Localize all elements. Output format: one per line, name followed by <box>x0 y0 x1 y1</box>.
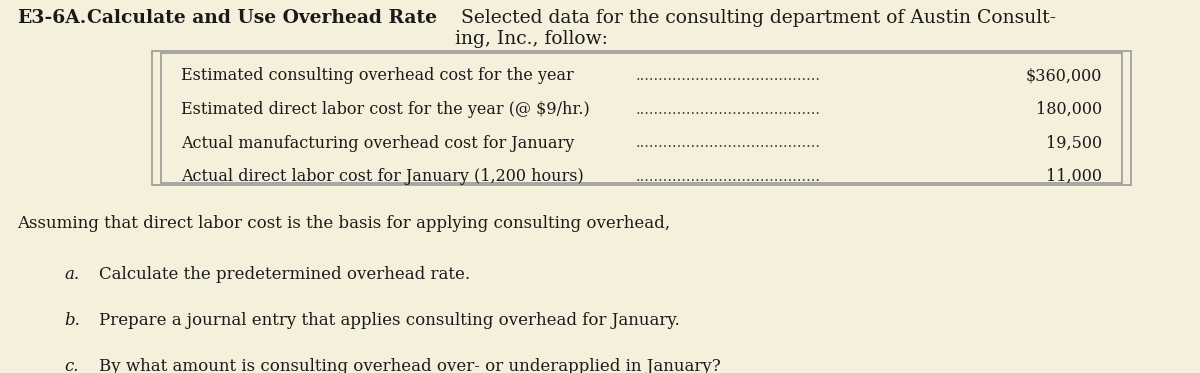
Text: Calculate the predetermined overhead rate.: Calculate the predetermined overhead rat… <box>100 266 470 283</box>
Text: Estimated direct labor cost for the year (@ $9/hr.): Estimated direct labor cost for the year… <box>181 101 589 118</box>
Text: Actual direct labor cost for January (1,200 hours): Actual direct labor cost for January (1,… <box>181 168 583 185</box>
Text: ........................................: ........................................ <box>636 103 821 116</box>
Text: ........................................: ........................................ <box>636 69 821 83</box>
Text: Estimated consulting overhead cost for the year: Estimated consulting overhead cost for t… <box>181 68 574 84</box>
Text: Prepare a journal entry that applies consulting overhead for January.: Prepare a journal entry that applies con… <box>100 312 680 329</box>
Text: 180,000: 180,000 <box>1036 101 1102 118</box>
Text: Assuming that direct labor cost is the basis for applying consulting overhead,: Assuming that direct labor cost is the b… <box>18 215 671 232</box>
Text: E3-6A.: E3-6A. <box>18 9 86 27</box>
Text: $360,000: $360,000 <box>1026 68 1102 84</box>
Text: a.: a. <box>64 266 79 283</box>
Text: ........................................: ........................................ <box>636 170 821 184</box>
Text: b.: b. <box>64 312 80 329</box>
Text: 11,000: 11,000 <box>1046 168 1102 185</box>
Text: 19,500: 19,500 <box>1046 135 1102 151</box>
Text: By what amount is consulting overhead over- or underapplied in January?: By what amount is consulting overhead ov… <box>100 358 721 373</box>
Text: c.: c. <box>64 358 79 373</box>
FancyBboxPatch shape <box>151 51 1132 185</box>
Text: Actual manufacturing overhead cost for January: Actual manufacturing overhead cost for J… <box>181 135 574 151</box>
Text: Calculate and Use Overhead Rate: Calculate and Use Overhead Rate <box>88 9 438 27</box>
Text: ........................................: ........................................ <box>636 136 821 150</box>
Text: Selected data for the consulting department of Austin Consult-
ing, Inc., follow: Selected data for the consulting departm… <box>455 9 1056 48</box>
